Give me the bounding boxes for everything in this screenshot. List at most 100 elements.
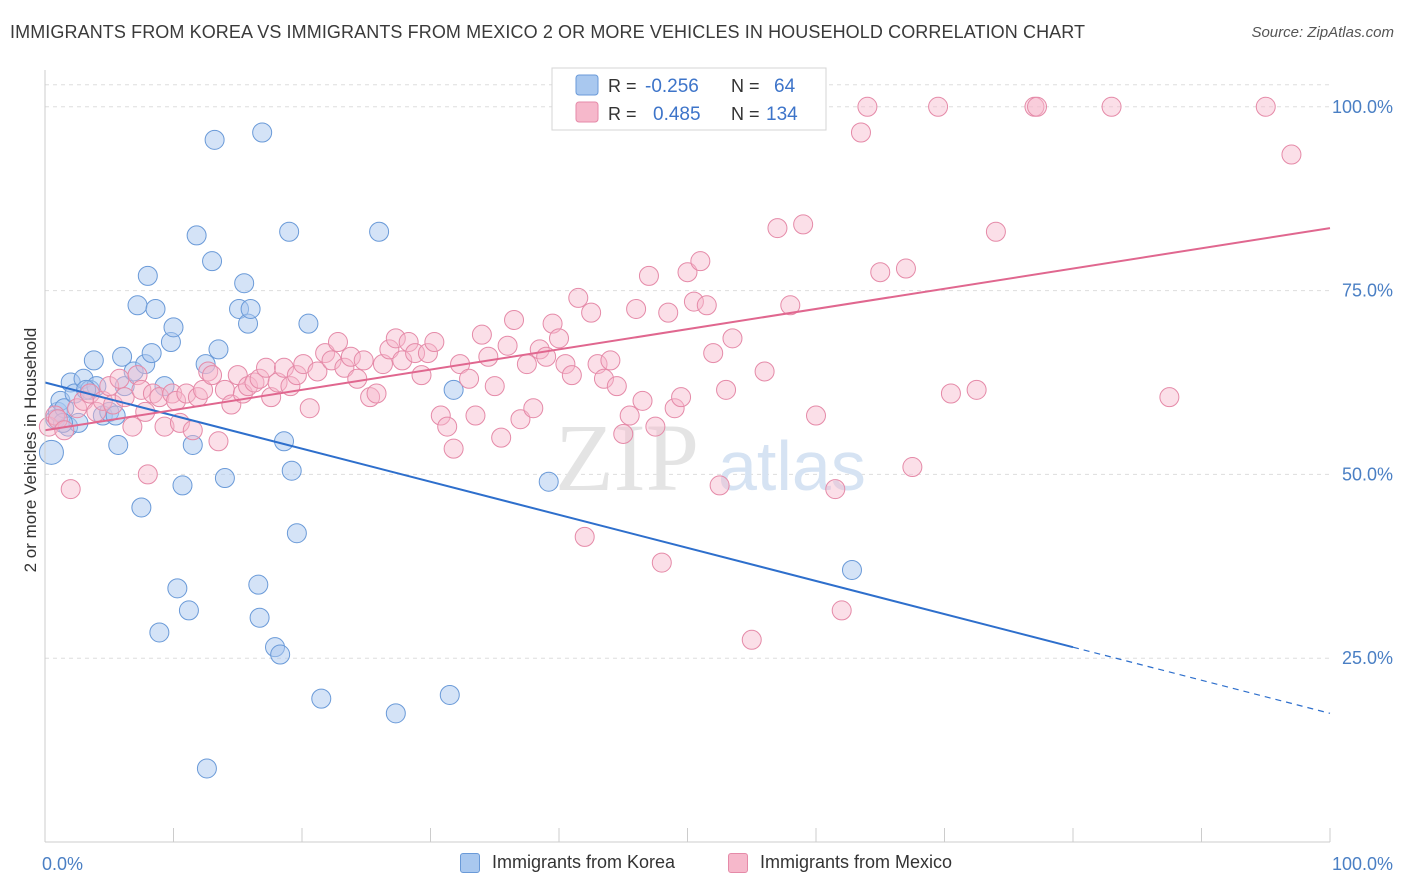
legend-item-korea[interactable]: Immigrants from Korea [460,852,675,873]
korea-point-55 [439,684,460,705]
korea-point-28 [163,317,184,338]
mexico-n-label: N = [731,104,760,124]
mexico-point-103 [671,387,692,408]
mexico-point-1 [45,405,66,426]
korea-point-60 [195,354,216,375]
mexico-point-68 [443,438,464,459]
korea-point-54 [385,703,406,724]
mexico-point-131 [1027,96,1048,117]
korea-point-52 [311,688,332,709]
mexico-point-97 [632,390,653,411]
mexico-point-92 [600,350,621,371]
mexico-point-104 [677,262,698,283]
korea-n-value: 64 [774,76,796,97]
mexico-point-63 [411,365,432,386]
mexico-point-54 [353,350,374,371]
mexico-point-61 [398,332,419,353]
mexico-point-12 [109,368,130,389]
korea-point-0 [38,439,64,465]
mexico-point-95 [619,405,640,426]
mexico-point-84 [549,328,569,349]
korea-point-46 [270,644,291,665]
y-tick-label-3: 100.0% [1332,97,1393,117]
mexico-point-56 [366,383,387,404]
korea-point-19 [127,295,148,316]
mexico-point-41 [267,372,288,393]
mexico-point-87 [568,287,589,308]
mexico-swatch [575,101,599,123]
korea-point-16 [112,346,133,367]
mexico-point-116 [780,295,801,316]
korea-point-50 [286,523,307,544]
korea-point-32 [182,434,203,455]
mexico-point-119 [825,479,846,500]
mexico-point-105 [683,291,704,312]
mexico-point-132 [1101,96,1122,117]
mexico-point-118 [806,405,826,426]
mexico-point-70 [459,368,480,389]
korea-point-51 [298,313,319,334]
mexico-point-127 [940,383,961,404]
y-axis-label: 2 or more Vehicles in Household [21,328,40,573]
mexico-point-55 [360,387,381,408]
chart-title: IMMIGRANTS FROM KOREA VS IMMIGRANTS FROM… [10,22,1086,42]
legend-item-mexico[interactable]: Immigrants from Mexico [728,852,952,873]
korea-r-value: -0.256 [645,76,699,97]
mexico-point-47 [307,361,328,382]
mexico-point-39 [256,357,277,378]
korea-point-59 [240,298,261,319]
mexico-point-64 [417,343,438,364]
mexico-point-93 [606,376,627,397]
korea-trend-line [44,381,1074,649]
korea-point-23 [141,343,162,364]
korea-point-17 [114,376,135,397]
mexico-point-114 [754,361,775,382]
korea-point-44 [252,122,273,143]
mexico-point-106 [690,251,711,272]
y-tick-label-1: 50.0% [1342,464,1393,484]
mexico-point-53 [347,368,368,389]
mexico-point-133 [1159,387,1180,408]
mexico-point-36 [238,376,259,397]
korea-point-24 [145,298,166,319]
korea-point-38 [214,468,235,489]
korea-point-53 [369,221,390,242]
mexico-point-34 [227,365,248,386]
korea-points [38,122,862,779]
mexico-point-25 [176,383,197,404]
mexico-point-31 [208,431,229,452]
mexico-point-20 [149,387,170,408]
mexico-point-28 [193,379,214,400]
watermark-atlas: atlas [718,427,866,505]
mexico-point-58 [379,339,400,360]
mexico-point-17 [135,401,156,422]
mexico-point-72 [471,324,492,345]
mexico-point-115 [767,218,788,239]
legend-korea-label: Immigrants from Korea [492,852,676,872]
mexico-point-91 [593,368,614,389]
mexico-point-89 [581,302,602,323]
mexico-point-121 [850,122,871,143]
korea-point-37 [208,339,229,360]
korea-point-26 [154,376,175,397]
y-tick-label-2: 75.0% [1342,281,1393,301]
mexico-point-75 [491,427,512,448]
mexico-point-79 [516,354,537,375]
korea-point-40 [234,273,255,294]
mexico-point-16 [131,379,152,400]
mexico-point-99 [645,416,666,437]
korea-point-25 [149,622,170,643]
mexico-point-86 [561,365,582,386]
korea-point-36 [204,129,225,150]
bottom-legend: Immigrants from Korea Immigrants from Me… [0,852,1406,876]
mexico-point-85 [555,354,576,375]
mexico-point-3 [54,420,75,441]
mexico-point-80 [523,398,544,419]
mexico-point-4 [60,479,81,500]
mexico-point-122 [857,96,878,117]
korea-point-43 [249,607,270,628]
mexico-point-29 [198,361,219,382]
mexico-point-60 [392,350,413,371]
mexico-point-42 [274,357,295,378]
mexico-point-78 [510,409,531,430]
